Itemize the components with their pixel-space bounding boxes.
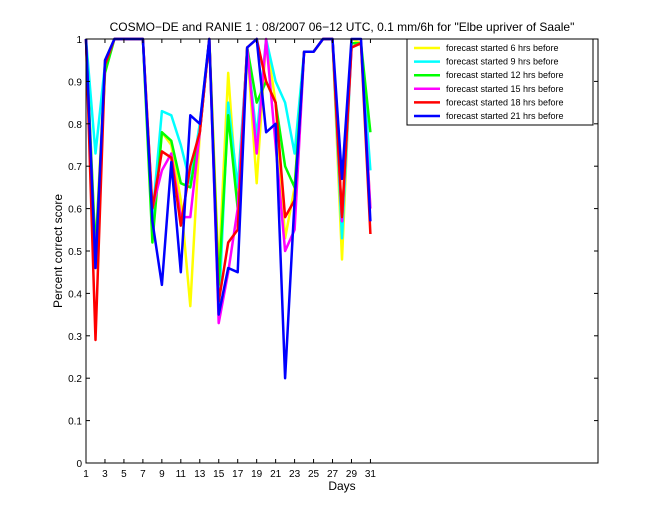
legend-label-1: forecast started 6 hrs before (446, 43, 559, 53)
x-tick-label: 19 (251, 469, 263, 480)
y-tick-label: 0.4 (68, 289, 82, 300)
legend-label-4: forecast started 15 hrs before (446, 84, 564, 94)
legend-label-5: forecast started 18 hrs before (446, 97, 564, 107)
y-tick-label: 0.5 (68, 247, 82, 258)
x-tick-label: 5 (121, 469, 127, 480)
x-tick-label: 7 (140, 469, 146, 480)
y-tick-label: 0.6 (68, 205, 82, 216)
legend-label-2: forecast started 9 hrs before (446, 57, 559, 67)
y-tick-label: 0.8 (68, 120, 82, 131)
x-tick-label: 1 (83, 469, 89, 480)
y-tick-label: 0.3 (68, 332, 82, 343)
y-tick-label: 1 (76, 35, 82, 46)
legend: forecast started 6 hrs before forecast st… (406, 38, 594, 126)
x-tick-label: 23 (289, 469, 301, 480)
y-tick-label: 0.1 (68, 417, 82, 428)
y-tick-label: 0.2 (68, 374, 82, 385)
x-axis: 1 3 5 7 9 11 13 15 17 19 21 23 25 27 29 31 (83, 39, 376, 480)
x-tick-label: 13 (194, 469, 206, 480)
y-tick-label: 0.9 (68, 77, 82, 88)
chart-title: COSMO−DE and RANIE 1 : 08/2007 06−12 UTC… (110, 20, 575, 34)
x-tick-label: 9 (159, 469, 165, 480)
x-axis-label: Days (328, 479, 355, 493)
legend-label-6: forecast started 21 hrs before (446, 111, 564, 121)
y-tick-label: 0 (76, 459, 82, 470)
x-tick-label: 17 (232, 469, 244, 480)
legend-label-3: forecast started 12 hrs before (446, 70, 564, 80)
x-tick-label: 3 (102, 469, 108, 480)
legend-box (406, 38, 594, 126)
y-tick-label: 0.7 (68, 162, 82, 173)
x-tick-label: 31 (365, 469, 377, 480)
x-tick-label: 29 (346, 469, 358, 480)
x-tick-label: 27 (327, 469, 339, 480)
y-axis-label: Percent correct score (51, 194, 65, 308)
x-tick-label: 15 (213, 469, 225, 480)
x-tick-label: 25 (308, 469, 320, 480)
y-axis: 0 0.1 0.2 0.3 0.4 0.5 0.6 0.7 0.8 0.9 1 (68, 35, 598, 470)
x-tick-label: 11 (176, 469, 187, 480)
x-tick-label: 21 (270, 469, 282, 480)
